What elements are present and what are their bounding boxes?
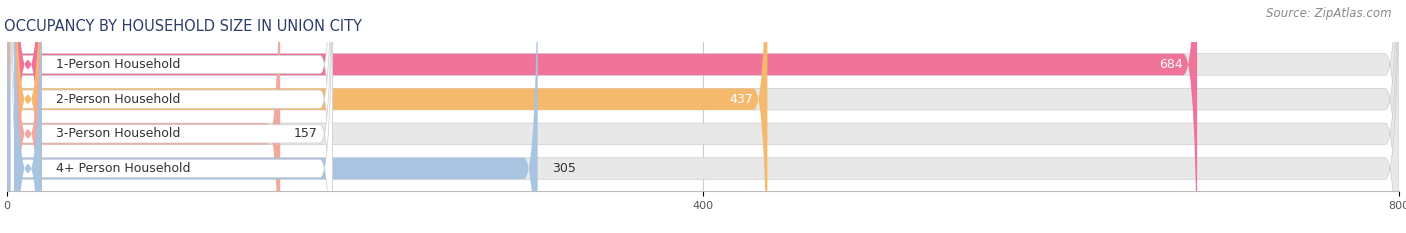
FancyBboxPatch shape: [7, 0, 537, 233]
FancyBboxPatch shape: [14, 0, 42, 233]
FancyBboxPatch shape: [10, 0, 332, 233]
FancyBboxPatch shape: [14, 0, 42, 233]
Text: 1-Person Household: 1-Person Household: [56, 58, 180, 71]
FancyBboxPatch shape: [7, 0, 1399, 233]
FancyBboxPatch shape: [14, 0, 42, 233]
Text: 2-Person Household: 2-Person Household: [56, 93, 180, 106]
Text: 437: 437: [730, 93, 754, 106]
Text: 157: 157: [294, 127, 318, 140]
FancyBboxPatch shape: [7, 0, 1399, 233]
FancyBboxPatch shape: [7, 0, 1399, 233]
Text: 3-Person Household: 3-Person Household: [56, 127, 180, 140]
FancyBboxPatch shape: [7, 0, 280, 233]
Text: OCCUPANCY BY HOUSEHOLD SIZE IN UNION CITY: OCCUPANCY BY HOUSEHOLD SIZE IN UNION CIT…: [4, 19, 363, 34]
FancyBboxPatch shape: [7, 0, 1399, 233]
Text: 684: 684: [1160, 58, 1184, 71]
Text: Source: ZipAtlas.com: Source: ZipAtlas.com: [1267, 7, 1392, 20]
Text: 4+ Person Household: 4+ Person Household: [56, 162, 190, 175]
FancyBboxPatch shape: [7, 0, 1197, 233]
FancyBboxPatch shape: [14, 0, 42, 233]
FancyBboxPatch shape: [10, 0, 332, 233]
FancyBboxPatch shape: [10, 0, 332, 233]
FancyBboxPatch shape: [7, 0, 768, 233]
Text: 305: 305: [551, 162, 575, 175]
FancyBboxPatch shape: [10, 0, 332, 233]
